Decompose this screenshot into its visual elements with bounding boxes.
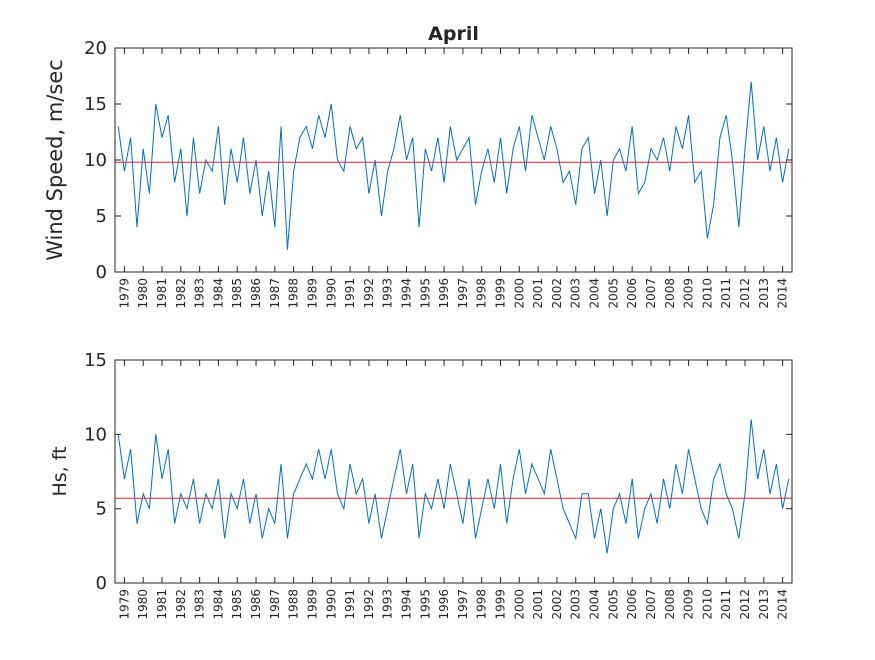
x-tick-label: 1996 [437,278,451,309]
x-tick-label: 2001 [531,278,545,309]
chart-title: April [428,23,479,45]
x-tick-label: 1982 [174,589,188,620]
x-tick-label: 1987 [268,278,282,309]
x-tick-label: 1998 [475,589,489,620]
x-tick-label: 2007 [644,278,658,309]
x-tick-label: 2003 [569,589,583,620]
x-tick-label: 2013 [757,278,771,309]
x-tick-label: 1982 [174,278,188,309]
x-tick-label: 1985 [230,278,244,309]
x-tick-label: 1980 [136,278,150,309]
y-tick-label: 10 [84,150,107,171]
x-tick-label: 2004 [588,278,602,309]
y-tick-label: 0 [96,262,107,283]
x-tick-label: 1983 [193,278,207,309]
x-tick-label: 1980 [136,589,150,620]
x-tick-label: 1989 [305,278,319,309]
x-tick-label: 2004 [588,589,602,620]
x-tick-label: 2014 [776,278,790,309]
y-tick-label: 20 [84,38,107,59]
x-tick-label: 1994 [399,589,413,620]
x-tick-label: 2014 [776,589,790,620]
x-tick-label: 2000 [512,589,526,620]
x-tick-label: 1990 [324,278,338,309]
x-tick-label: 1979 [117,589,131,620]
x-tick-label: 1994 [399,278,413,309]
x-tick-label: 1999 [494,589,508,620]
y-tick-label: 15 [84,350,107,371]
y-axis-label: Wind Speed, m/sec [43,59,67,261]
x-tick-label: 2003 [569,278,583,309]
x-tick-label: 1985 [230,589,244,620]
x-tick-label: 1995 [418,589,432,620]
x-tick-label: 2006 [625,589,639,620]
x-tick-label: 1989 [305,589,319,620]
x-tick-label: 1991 [343,589,357,620]
data-line [117,419,790,554]
x-tick-label: 2010 [700,278,714,309]
x-tick-label: 1986 [249,278,263,309]
x-tick-label: 1992 [362,589,376,620]
x-tick-label: 2008 [663,278,677,309]
x-tick-label: 2009 [682,589,696,620]
data-line [117,81,790,250]
y-tick-label: 10 [84,424,107,445]
x-tick-label: 2011 [719,589,733,620]
x-tick-label: 1997 [456,278,470,309]
x-tick-label: 1996 [437,589,451,620]
x-tick-label: 1988 [287,589,301,620]
x-tick-label: 2013 [757,589,771,620]
x-tick-label: 1998 [475,278,489,309]
x-tick-label: 1983 [193,589,207,620]
y-tick-label: 5 [96,499,107,520]
x-tick-label: 1986 [249,589,263,620]
y-axis-label: Hs, ft [49,446,71,496]
x-tick-label: 2005 [606,589,620,620]
x-tick-label: 1995 [418,278,432,309]
axes-box [114,359,793,584]
x-tick-label: 2002 [550,278,564,309]
x-tick-label: 1981 [155,589,169,620]
x-tick-label: 2005 [606,278,620,309]
y-tick-label: 15 [84,94,107,115]
x-tick-label: 1984 [211,278,225,309]
x-tick-label: 1991 [343,278,357,309]
x-tick-label: 2006 [625,278,639,309]
x-tick-label: 1981 [155,278,169,309]
y-tick-label: 0 [96,573,107,594]
x-tick-label: 1993 [381,589,395,620]
x-tick-label: 1984 [211,589,225,620]
x-tick-label: 1990 [324,589,338,620]
x-tick-label: 2012 [738,278,752,309]
x-tick-label: 1993 [381,278,395,309]
x-tick-label: 2010 [700,589,714,620]
x-tick-label: 2008 [663,589,677,620]
x-tick-label: 2000 [512,278,526,309]
x-tick-label: 2001 [531,589,545,620]
x-tick-label: 1992 [362,278,376,309]
x-tick-label: 2009 [682,278,696,309]
x-tick-label: 2007 [644,589,658,620]
x-tick-label: 2002 [550,589,564,620]
x-tick-label: 1997 [456,589,470,620]
x-tick-label: 1979 [117,278,131,309]
y-tick-label: 5 [96,206,107,227]
x-tick-label: 1988 [287,278,301,309]
x-tick-label: 2011 [719,278,733,309]
x-tick-label: 2012 [738,589,752,620]
x-tick-label: 1999 [494,278,508,309]
x-tick-label: 1987 [268,589,282,620]
